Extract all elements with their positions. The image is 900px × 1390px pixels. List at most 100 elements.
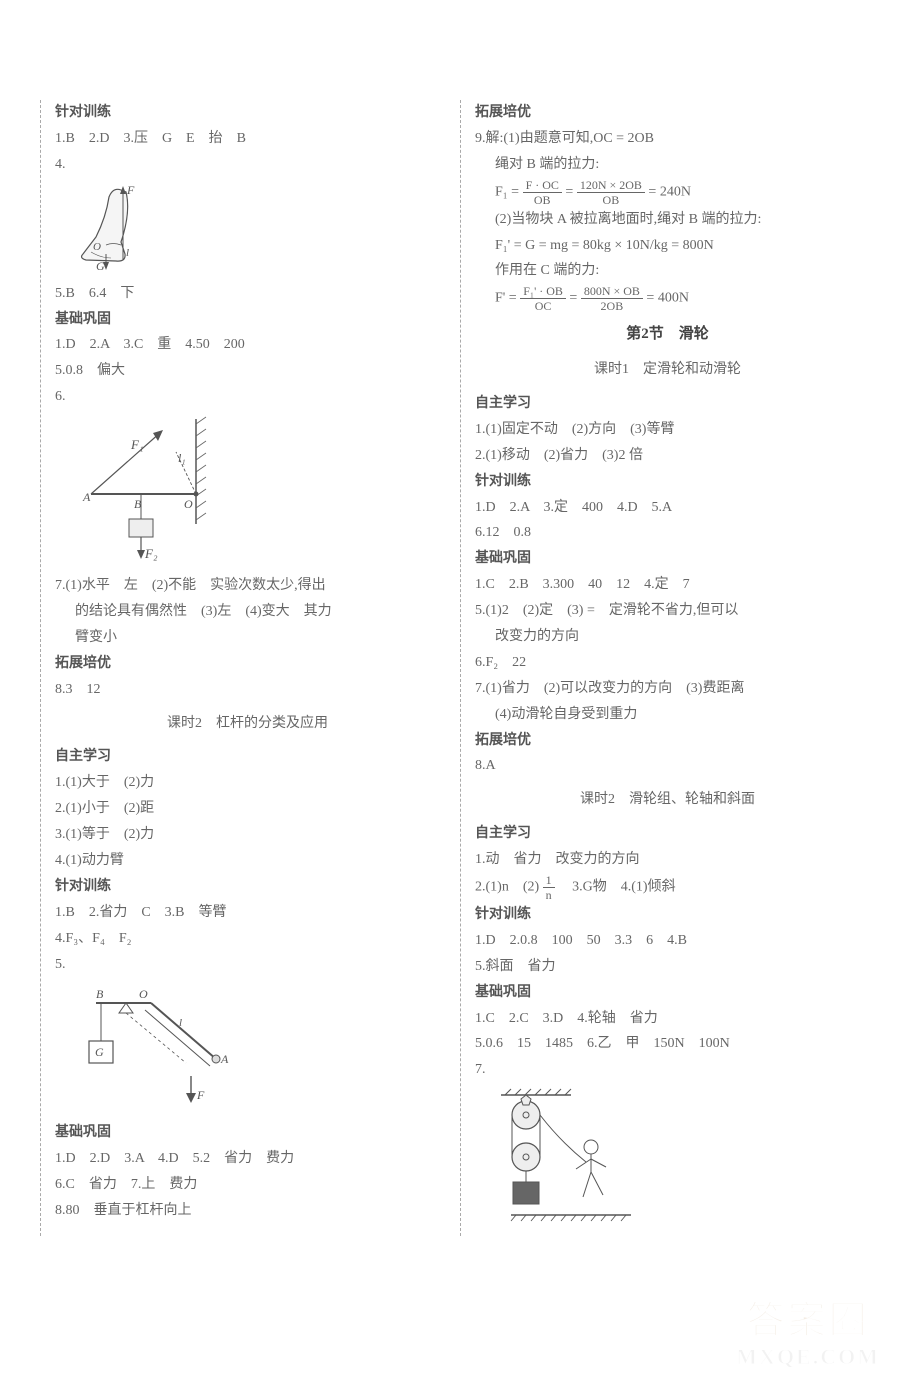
svg-text:l: l: [179, 1017, 182, 1029]
answer-line: 7.(1)省力 (2)可以改变力的方向 (3)费距离: [475, 676, 860, 702]
lesson-title: 课时1 定滑轮和动滑轮: [475, 357, 860, 383]
answer-line: 8.80 垂直于杠杆向上: [55, 1198, 440, 1224]
answer-line: 作用在 C 端的力:: [475, 258, 860, 284]
svg-text:B: B: [134, 497, 142, 511]
eq-res: = 240N: [648, 184, 691, 199]
figure-pulley-system: [491, 1087, 860, 1232]
figure-lever-weight: B O G A F l: [71, 981, 440, 1116]
answer-line: 5.: [55, 952, 440, 978]
svg-text:G: G: [96, 259, 105, 272]
answer-line: 绳对 B 端的拉力:: [475, 152, 860, 178]
svg-text:l₁: l₁: [178, 451, 186, 465]
eq-mid: =: [565, 184, 576, 199]
heading: 基础巩固: [55, 1120, 440, 1146]
answer-line: 2.(1)移动 (2)省力 (3)2 倍: [475, 443, 860, 469]
heading: 针对训练: [475, 902, 860, 928]
answer-line: 的结论具有偶然性 (3)左 (4)变大 其力: [55, 599, 440, 625]
answer-line: 7.: [475, 1057, 860, 1083]
heading: 自主学习: [475, 821, 860, 847]
svg-text:O: O: [139, 987, 148, 1001]
answer-line: F₁' = G = mg = 80kg × 10N/kg = 800N: [475, 233, 860, 259]
figure-foot-lever: F O G l: [71, 182, 440, 277]
svg-text:B: B: [96, 987, 104, 1001]
svg-text:O: O: [184, 497, 193, 511]
heading: 拓展培优: [475, 728, 860, 754]
answer-line: 4.(1)动力臂: [55, 848, 440, 874]
answer-line: 6.F₂ 22: [475, 650, 860, 676]
text: 2.(1)n (2): [475, 880, 539, 895]
answer-line: 1.D 2.D 3.A 4.D 5.2 省力 费力: [55, 1146, 440, 1172]
equation: F₁ = F · OCOB = 120N × 2OBOB = 240N: [475, 178, 860, 207]
fraction: F · OCOB: [523, 178, 562, 207]
heading: 自主学习: [475, 391, 860, 417]
svg-text:O: O: [93, 241, 101, 253]
heading: 针对训练: [475, 469, 860, 495]
left-column: 针对训练 1.B 2.D 3.压 G E 抬 B 4. F O G l 5.B …: [40, 100, 440, 1236]
svg-text:A: A: [82, 490, 91, 504]
eq-lhs: F₁ =: [495, 184, 523, 199]
answer-line: 1.(1)大于 (2)力: [55, 770, 440, 796]
lesson-title: 课时2 滑轮组、轮轴和斜面: [475, 787, 860, 813]
answer-line: 5.0.6 15 1485 6.乙 甲 150N 100N: [475, 1031, 860, 1057]
answer-line: 臂变小: [55, 625, 440, 651]
svg-text:F₁: F₁: [130, 437, 143, 452]
answer-line: 1.(1)固定不动 (2)方向 (3)等臂: [475, 417, 860, 443]
lesson-title: 课时2 杠杆的分类及应用: [55, 711, 440, 737]
heading: 针对训练: [55, 100, 440, 126]
fraction: 120N × 2OBOB: [577, 178, 645, 207]
answer-line: 1.D 2.0.8 100 50 3.3 6 4.B: [475, 928, 860, 954]
svg-text:G: G: [95, 1045, 104, 1059]
answer-line: 6.: [55, 384, 440, 410]
heading: 拓展培优: [475, 100, 860, 126]
eq-lhs: F' =: [495, 291, 520, 306]
right-column: 拓展培优 9.解:(1)由题意可知,OC = 2OB 绳对 B 端的拉力: F₁…: [460, 100, 860, 1236]
answer-line: 2.(1)n (2) 1n 3.G物 4.(1)倾斜: [475, 873, 860, 902]
equation: F' = F₁' · OBOC = 800N × OB2OB = 400N: [475, 284, 860, 313]
answer-line: 改变力的方向: [475, 624, 860, 650]
answer-line: 1.D 2.A 3.C 重 4.50 200: [55, 332, 440, 358]
text: 3.G物 4.(1)倾斜: [558, 880, 675, 895]
svg-text:F₂: F₂: [144, 546, 158, 561]
answer-line: 4.: [55, 152, 440, 178]
fraction: 800N × OB2OB: [581, 284, 643, 313]
answer-line: (4)动滑轮自身受到重力: [475, 702, 860, 728]
answer-line: 1.C 2.B 3.300 40 12 4.定 7: [475, 572, 860, 598]
svg-text:A: A: [220, 1052, 229, 1066]
figure-lever-wall: A B O F₁ F₂ l₁: [71, 414, 440, 569]
watermark-text: 答案圈: [736, 1289, 880, 1344]
answer-line: 6.12 0.8: [475, 520, 860, 546]
watermark-url: MXQE.COM: [736, 1344, 880, 1370]
answer-line: 5.斜面 省力: [475, 954, 860, 980]
answer-line: 1.B 2.省力 C 3.B 等臂: [55, 900, 440, 926]
answer-line: 3.(1)等于 (2)力: [55, 822, 440, 848]
heading: 基础巩固: [475, 546, 860, 572]
fraction: 1n: [543, 873, 555, 902]
heading: 针对训练: [55, 874, 440, 900]
heading: 基础巩固: [475, 980, 860, 1006]
heading: 基础巩固: [55, 307, 440, 333]
svg-text:F: F: [196, 1088, 205, 1102]
answer-line: 8.3 12: [55, 677, 440, 703]
answer-line: 6.C 省力 7.上 费力: [55, 1172, 440, 1198]
answer-line: 7.(1)水平 左 (2)不能 实验次数太少,得出: [55, 573, 440, 599]
answer-line: 5.B 6.4 下: [55, 281, 440, 307]
svg-text:l: l: [126, 247, 129, 259]
fraction: F₁' · OBOC: [520, 284, 566, 313]
watermark: 答案圈 MXQE.COM: [736, 1289, 880, 1370]
eq-mid: =: [569, 291, 580, 306]
answer-line: 9.解:(1)由题意可知,OC = 2OB: [475, 126, 860, 152]
answer-line: 1.D 2.A 3.定 400 4.D 5.A: [475, 495, 860, 521]
answer-line: 8.A: [475, 753, 860, 779]
answer-line: 5.(1)2 (2)定 (3) = 定滑轮不省力,但可以: [475, 598, 860, 624]
answer-line: 4.F₃、F₄ F₂: [55, 926, 440, 952]
answer-line: 5.0.8 偏大: [55, 358, 440, 384]
answer-line: 2.(1)小于 (2)距: [55, 796, 440, 822]
section-title: 第2节 滑轮: [475, 321, 860, 349]
answer-line: 1.动 省力 改变力的方向: [475, 847, 860, 873]
answer-line: 1.B 2.D 3.压 G E 抬 B: [55, 126, 440, 152]
answer-line: (2)当物块 A 被拉离地面时,绳对 B 端的拉力:: [475, 207, 860, 233]
heading: 自主学习: [55, 744, 440, 770]
answer-line: 1.C 2.C 3.D 4.轮轴 省力: [475, 1006, 860, 1032]
heading: 拓展培优: [55, 651, 440, 677]
svg-text:F: F: [126, 183, 135, 197]
